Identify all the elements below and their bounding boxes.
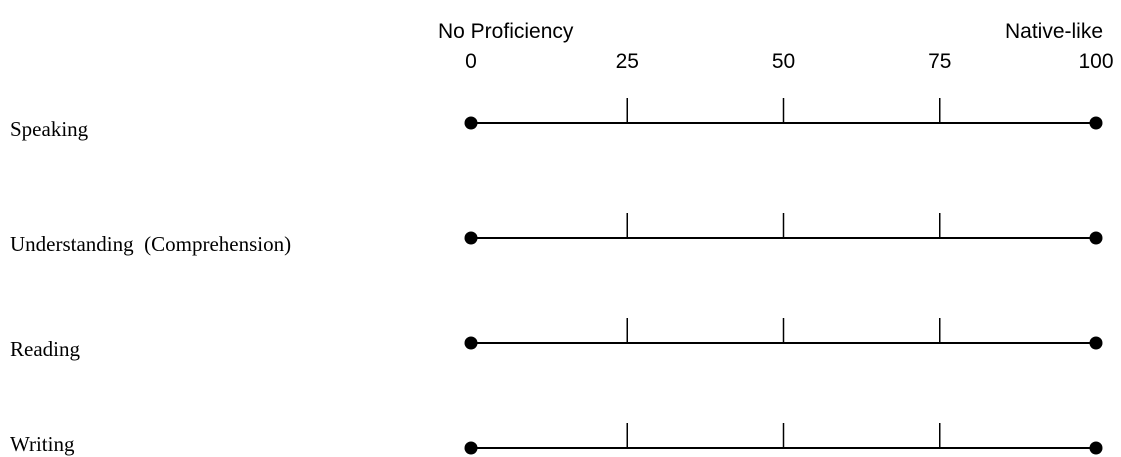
scale-tick-label: 75 <box>928 50 951 73</box>
scale-left-label: No Proficiency <box>438 20 574 43</box>
scale-tick-label: 100 <box>1078 50 1113 73</box>
row-label: Writing <box>10 432 75 456</box>
scale-endpoint <box>464 231 478 245</box>
scale-endpoint <box>1089 231 1103 245</box>
scale-endpoint <box>1089 116 1103 130</box>
scale-tick-label: 0 <box>465 50 477 73</box>
scale-endpoint <box>464 336 478 350</box>
scale-endpoint <box>464 116 478 130</box>
scale-right-label: Native-like <box>1005 20 1103 43</box>
row-label: Understanding (Comprehension) <box>10 232 291 256</box>
scale-endpoint <box>1089 336 1103 350</box>
scale-tick-label: 25 <box>616 50 639 73</box>
scale-endpoint <box>464 441 478 455</box>
scale-endpoint <box>1089 441 1103 455</box>
row-label: Reading <box>10 337 80 361</box>
scale-tick-label: 50 <box>772 50 795 73</box>
row-label: Speaking <box>10 117 89 141</box>
